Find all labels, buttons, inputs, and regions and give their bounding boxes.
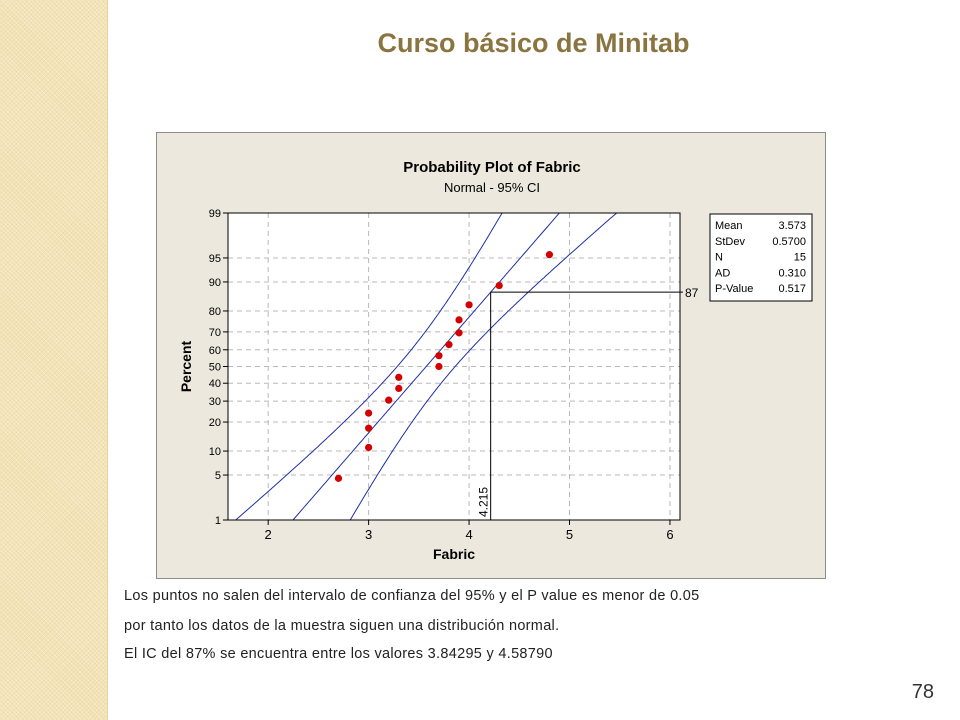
legend-row-value: 0.5700	[772, 236, 806, 248]
decorative-side-strip	[0, 0, 108, 720]
legend-row-label: P-Value	[715, 283, 753, 295]
reference-percent-label: 87	[685, 286, 699, 300]
slide-title: Curso básico de Minitab	[377, 28, 690, 58]
y-tick-label: 20	[209, 417, 221, 429]
y-axis-label: Percent	[178, 340, 194, 392]
y-tick-label: 60	[209, 345, 221, 357]
y-tick-label: 50	[209, 362, 221, 374]
data-point	[334, 474, 343, 482]
data-point	[445, 341, 453, 349]
data-point	[435, 352, 443, 360]
legend-row-label: N	[715, 252, 723, 264]
data-point	[365, 424, 373, 432]
y-tick-label: 30	[209, 396, 221, 408]
body-text-line-1: Los puntos no salen del intervalo de con…	[124, 588, 700, 604]
reference-x-label: 4.215	[477, 487, 491, 517]
legend-box	[709, 213, 813, 302]
x-axis-label: Fabric	[433, 546, 475, 562]
data-point	[545, 251, 554, 259]
y-tick-label: 70	[209, 327, 221, 339]
x-tick-label: 6	[666, 527, 673, 542]
probability-plot-chart: Probability Plot of Fabric Normal - 95% C…	[178, 159, 813, 562]
y-tick-label: 99	[209, 208, 221, 220]
body-text-line-3: El IC del 87% se encuentra entre los val…	[124, 646, 553, 662]
legend-row-value: 0.310	[778, 267, 806, 279]
chart-title: Probability Plot of Fabric	[403, 159, 581, 176]
x-tick-label: 4	[465, 527, 472, 542]
probability-plot-figure: Probability Plot of Fabric Normal - 95% C…	[156, 132, 826, 579]
x-tick-label: 2	[265, 527, 272, 542]
body-text-line-2: por tanto los datos de la muestra siguen…	[124, 618, 560, 634]
chart-subtitle: Normal - 95% CI	[444, 180, 540, 195]
y-tick-label: 95	[209, 253, 221, 265]
legend-row-value: 3.573	[778, 220, 806, 232]
data-point	[465, 301, 473, 309]
legend-row-label: Mean	[715, 220, 743, 232]
page-number: 78	[911, 681, 934, 703]
legend-row-value: 15	[794, 252, 806, 264]
ci-lower-curve	[234, 213, 503, 520]
data-point	[455, 329, 463, 337]
y-tick-label: 80	[209, 306, 221, 318]
data-point	[395, 384, 403, 392]
y-tick-label: 10	[209, 446, 221, 458]
ci-upper-curve	[349, 213, 618, 520]
x-tick-label: 5	[566, 527, 573, 542]
data-point	[385, 396, 393, 404]
data-point	[495, 281, 503, 290]
legend-row-label: AD	[715, 267, 730, 279]
x-tick-label: 3	[365, 527, 372, 542]
data-point	[435, 362, 443, 371]
y-tick-label: 40	[209, 378, 221, 390]
y-tick-label: 1	[215, 515, 221, 527]
data-point	[365, 443, 373, 452]
legend-row-label: StDev	[715, 236, 745, 248]
data-point	[365, 409, 373, 417]
y-tick-label: 5	[215, 470, 221, 482]
data-point	[455, 316, 463, 324]
y-tick-label: 90	[209, 277, 221, 289]
legend-row-value: 0.517	[778, 283, 806, 295]
data-point	[395, 373, 403, 381]
